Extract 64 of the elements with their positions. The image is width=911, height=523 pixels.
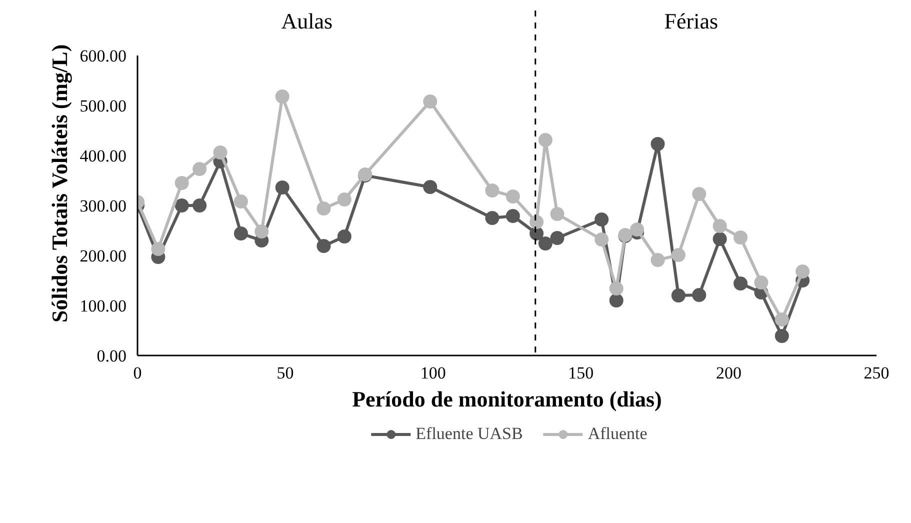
point: [650, 137, 665, 151]
point: [630, 222, 644, 236]
point: [594, 212, 609, 226]
point: [485, 184, 500, 198]
point: [650, 253, 665, 267]
y-tick-label: 400.00: [80, 146, 126, 166]
point: [192, 198, 207, 212]
point: [774, 329, 789, 343]
point: [423, 180, 438, 194]
point: [754, 276, 768, 290]
point: [712, 219, 727, 233]
point: [550, 231, 564, 245]
x-tick-label: 250: [864, 364, 890, 382]
point: [254, 224, 269, 238]
point: [671, 288, 686, 302]
point: [151, 242, 166, 256]
y-tick-label: 0.00: [96, 346, 126, 366]
point: [671, 248, 686, 262]
y-tick-label: 600.00: [80, 46, 126, 66]
legend-label: Efluente UASB: [416, 424, 523, 444]
point: [337, 192, 352, 206]
point: [538, 133, 552, 147]
x-tick-label: 50: [276, 364, 294, 382]
point: [506, 209, 520, 223]
y-tick-label: 500.00: [80, 96, 126, 116]
point: [316, 202, 331, 216]
point: [506, 190, 520, 204]
point: [174, 198, 189, 212]
text: Aulas: [281, 8, 333, 34]
legend-label: Afluente: [588, 424, 648, 444]
x-tick-label: 200: [716, 364, 742, 382]
y-tick-label: 200.00: [80, 246, 126, 266]
y-axis-title: Sólidos Totais Voláteis (mg/L): [46, 44, 72, 322]
y-tick-label: 100.00: [80, 296, 126, 316]
point: [774, 312, 789, 326]
point: [192, 162, 207, 176]
point: [337, 230, 352, 244]
point: [796, 264, 810, 278]
point: [530, 215, 544, 229]
point: [234, 194, 248, 208]
point: [485, 211, 500, 225]
point: [174, 176, 189, 190]
point: [712, 232, 727, 246]
point: [213, 146, 228, 160]
point: [275, 90, 290, 104]
point: [316, 239, 331, 253]
x-tick-label: 0: [133, 364, 142, 382]
point: [423, 94, 438, 108]
point: [692, 288, 706, 302]
y-tick-label: 300.00: [80, 196, 126, 216]
point: [538, 236, 552, 250]
x-tick-label: 150: [568, 364, 594, 382]
point: [609, 294, 624, 308]
point: [609, 282, 624, 296]
point: [550, 207, 564, 221]
point: [594, 232, 609, 246]
point: [734, 230, 748, 244]
x-tick-label: 100: [420, 364, 446, 382]
point: [275, 180, 290, 194]
point: [692, 187, 706, 201]
text: Férias: [664, 8, 718, 34]
point: [734, 276, 748, 290]
point: [234, 226, 248, 240]
x-axis-title: Período de monitoramento (dias): [352, 386, 662, 412]
